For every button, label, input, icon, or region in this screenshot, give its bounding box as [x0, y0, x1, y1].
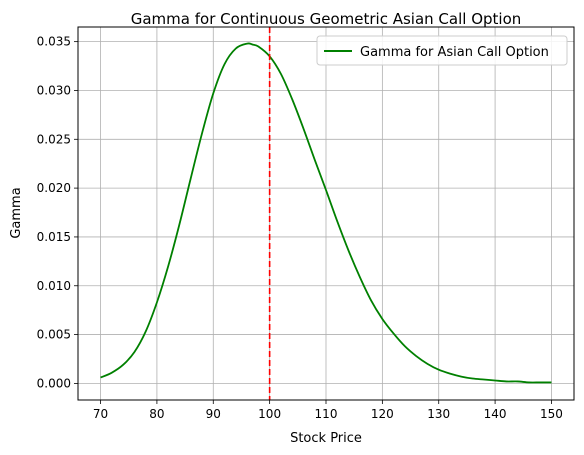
x-tick-label: 70 [93, 407, 108, 421]
x-tick-label: 90 [206, 407, 221, 421]
y-axis-label: Gamma [9, 187, 24, 238]
series-layer [100, 42, 552, 384]
y-tick-label: 0.025 [37, 132, 71, 146]
legend-box [316, 35, 568, 66]
chart-title: Gamma for Continuous Geometric Asian Cal… [131, 10, 522, 28]
y-tick-label: 0.005 [37, 328, 71, 342]
x-tick-label: 110 [315, 407, 338, 421]
x-tick-label: 130 [427, 407, 450, 421]
x-tick-label: 120 [371, 407, 394, 421]
x-axis-label: Stock Price [290, 431, 362, 446]
x-axis-ticks: 70 80 90 100 110 120 130 140 150 [93, 400, 563, 421]
legend-label: Gamma for Asian Call Option [360, 45, 549, 60]
x-tick-label: 80 [149, 407, 164, 421]
y-tick-label: 0.010 [37, 279, 71, 293]
x-tick-label: 100 [258, 407, 281, 421]
y-tick-label: 0.030 [37, 83, 71, 97]
x-tick-label: 140 [484, 407, 507, 421]
y-tick-label: 0.020 [37, 181, 71, 195]
x-tick-label: 150 [540, 407, 563, 421]
y-tick-label: 0.000 [37, 376, 71, 390]
y-axis-ticks: 0.000 0.005 0.010 0.015 0.020 0.025 0.030 0.035 [37, 35, 78, 390]
legend: Gamma for Asian Call Option [316, 35, 568, 66]
grid-lines [78, 27, 574, 400]
y-tick-label: 0.015 [37, 230, 71, 244]
y-tick-label: 0.035 [37, 35, 71, 49]
series-line-gamma [100, 42, 552, 384]
